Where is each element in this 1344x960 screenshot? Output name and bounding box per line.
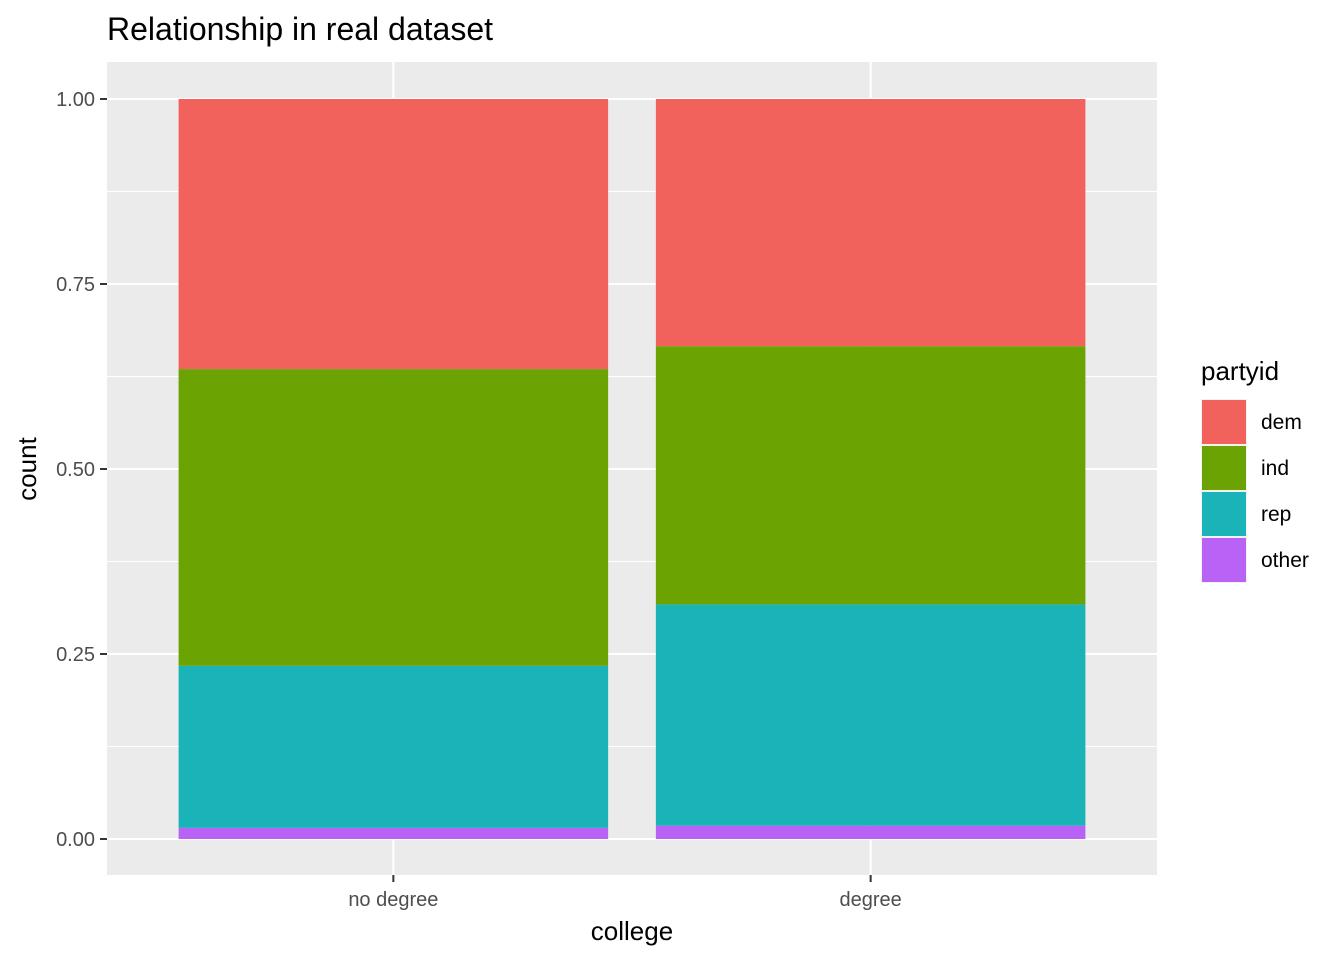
y-tick-label: 0.00 [56, 829, 95, 851]
bar-segment-dem [655, 99, 1086, 347]
bar-segment-ind [655, 346, 1086, 605]
x-axis: no degree degree [348, 875, 902, 911]
legend-swatch-rep [1202, 492, 1246, 536]
legend: partyid dem ind rep other [1201, 356, 1309, 583]
y-tick-label: 0.75 [56, 274, 95, 296]
legend-swatch-dem [1202, 400, 1246, 444]
y-tick-label: 0.25 [56, 644, 95, 666]
bar-segment-rep [178, 665, 609, 828]
legend-label-rep: rep [1261, 503, 1291, 526]
y-axis: 0.00 0.25 0.50 0.75 1.00 [56, 89, 107, 851]
bars [178, 99, 1086, 839]
x-tick-label: no degree [348, 889, 438, 911]
bar-segment-other [655, 825, 1086, 839]
legend-label-ind: ind [1261, 457, 1289, 480]
legend-swatch-other [1202, 538, 1246, 582]
bar-segment-rep [655, 604, 1086, 826]
y-tick-label: 1.00 [56, 89, 95, 111]
x-axis-title: college [591, 916, 673, 946]
bar-segment-dem [178, 99, 609, 370]
chart-title: Relationship in real dataset [107, 11, 493, 47]
bar-segment-ind [178, 369, 609, 666]
y-axis-title: count [12, 436, 42, 500]
y-tick-label: 0.50 [56, 459, 95, 481]
legend-label-dem: dem [1261, 411, 1302, 434]
legend-title: partyid [1201, 356, 1279, 386]
bar-segment-other [178, 827, 609, 839]
x-tick-label: degree [839, 889, 901, 911]
legend-label-other: other [1261, 549, 1309, 572]
legend-swatch-ind [1202, 446, 1246, 490]
